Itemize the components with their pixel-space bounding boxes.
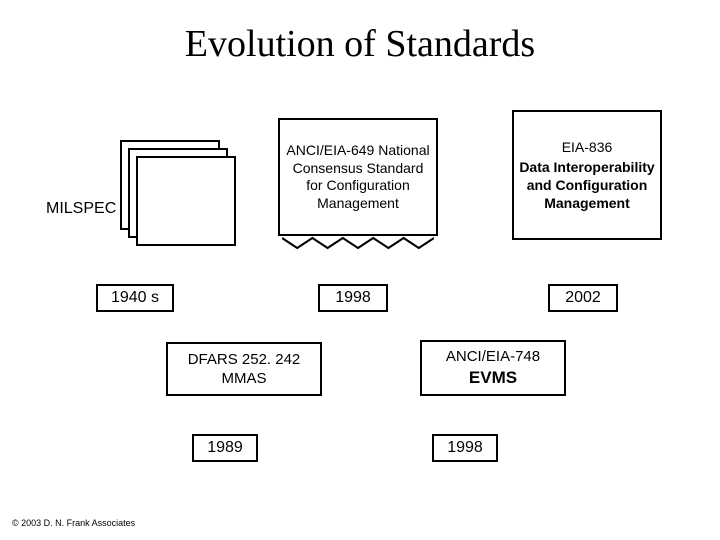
copyright-footer: © 2003 D. N. Frank Associates [12,518,135,528]
box-line: ANCI/EIA-748 [446,347,540,367]
year-box: 1998 [432,434,498,462]
box-line-bold: EVMS [469,367,517,389]
year-label: 1998 [447,439,483,457]
year-box: 1940 s [96,284,174,312]
year-label: 1998 [335,289,371,307]
box-line: MMAS [222,369,267,389]
year-label: 1989 [207,439,243,457]
box-anci-eia-748: ANCI/EIA-748EVMS [420,340,566,396]
page-title: Evolution of Standards [0,22,720,66]
year-label: 2002 [565,289,601,307]
year-box: 1989 [192,434,258,462]
box-eia-836-header: EIA-836 [562,138,613,156]
box-eia-836-body: Data Interoperability and Configuration … [518,158,656,213]
year-label: 1940 s [111,289,159,307]
box-anci-eia-649: ANCI/EIA-649 National Consensus Standard… [278,118,438,236]
box-anci-eia-649-text: ANCI/EIA-649 National Consensus Standard… [284,142,432,212]
tear-decoration-icon [282,234,434,252]
year-box: 1998 [318,284,388,312]
year-box: 2002 [548,284,618,312]
box-dfars-mmas: DFARS 252. 242MMAS [166,342,322,396]
box-line: DFARS 252. 242 [188,350,301,370]
milspec-label: MILSPEC [46,200,116,218]
milspec-sheet [136,156,236,246]
box-eia-836: EIA-836 Data Interoperability and Config… [512,110,662,240]
